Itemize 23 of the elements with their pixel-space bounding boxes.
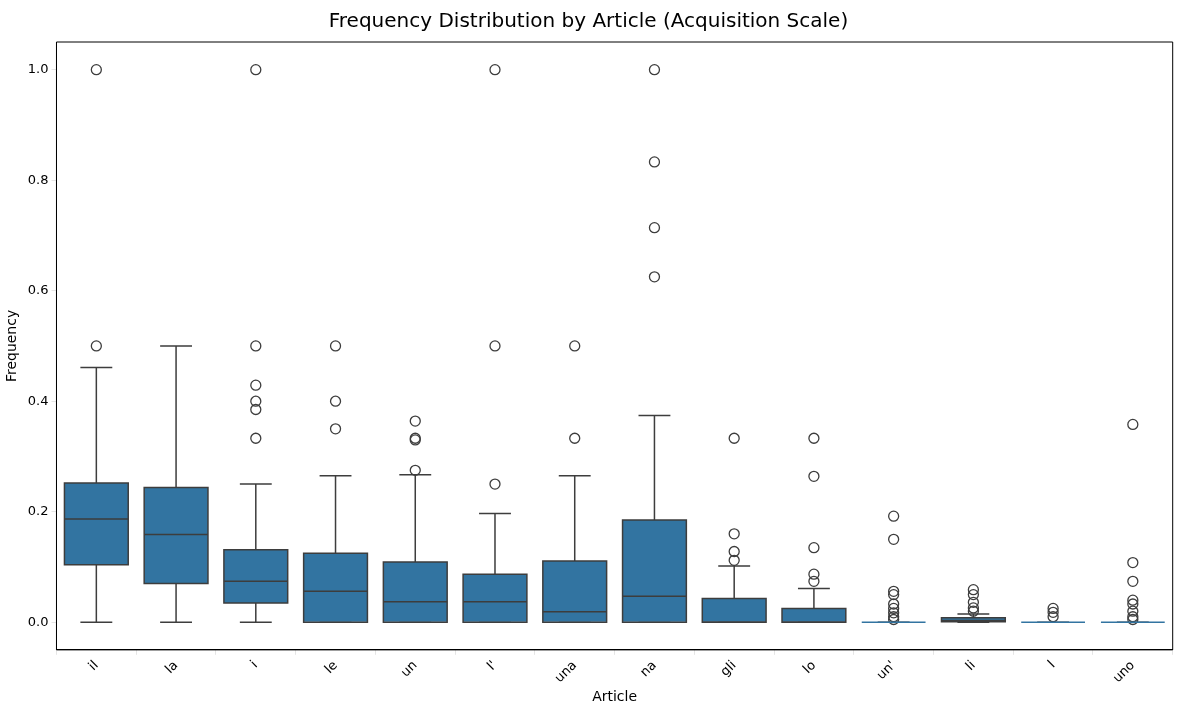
y-axis-title: Frequency (3, 309, 20, 383)
x-axis-title: Article (592, 688, 638, 705)
chart-title: Frequency Distribution by Article (Acquisition Scale) (328, 8, 849, 33)
x-tick-label: la (161, 657, 181, 677)
x-tick-label: un' (873, 657, 899, 683)
x-tick-label: il (85, 657, 101, 674)
y-tick-label: 1.0 (27, 61, 49, 77)
x-tick-label: lo (799, 657, 819, 677)
x-tick-label: i (247, 657, 261, 671)
x-tick-label: gli (717, 657, 739, 679)
y-tick-label: 0.4 (27, 392, 49, 408)
y-tick-label: 0.6 (27, 282, 49, 298)
x-tick-label: le (321, 657, 341, 677)
y-tick-label: 0.8 (27, 171, 49, 187)
x-tick-label: na (636, 657, 659, 680)
y-tick-label: 0.0 (27, 613, 49, 629)
x-tick-label: un (397, 657, 420, 680)
x-tick-label: una (551, 657, 580, 686)
x-tick-label: uno (1109, 657, 1138, 686)
x-tick-label: li (962, 657, 978, 674)
x-tick-label: l' (483, 657, 500, 673)
x-tick-label: l (1044, 657, 1058, 671)
y-tick-label: 0.2 (27, 503, 49, 519)
